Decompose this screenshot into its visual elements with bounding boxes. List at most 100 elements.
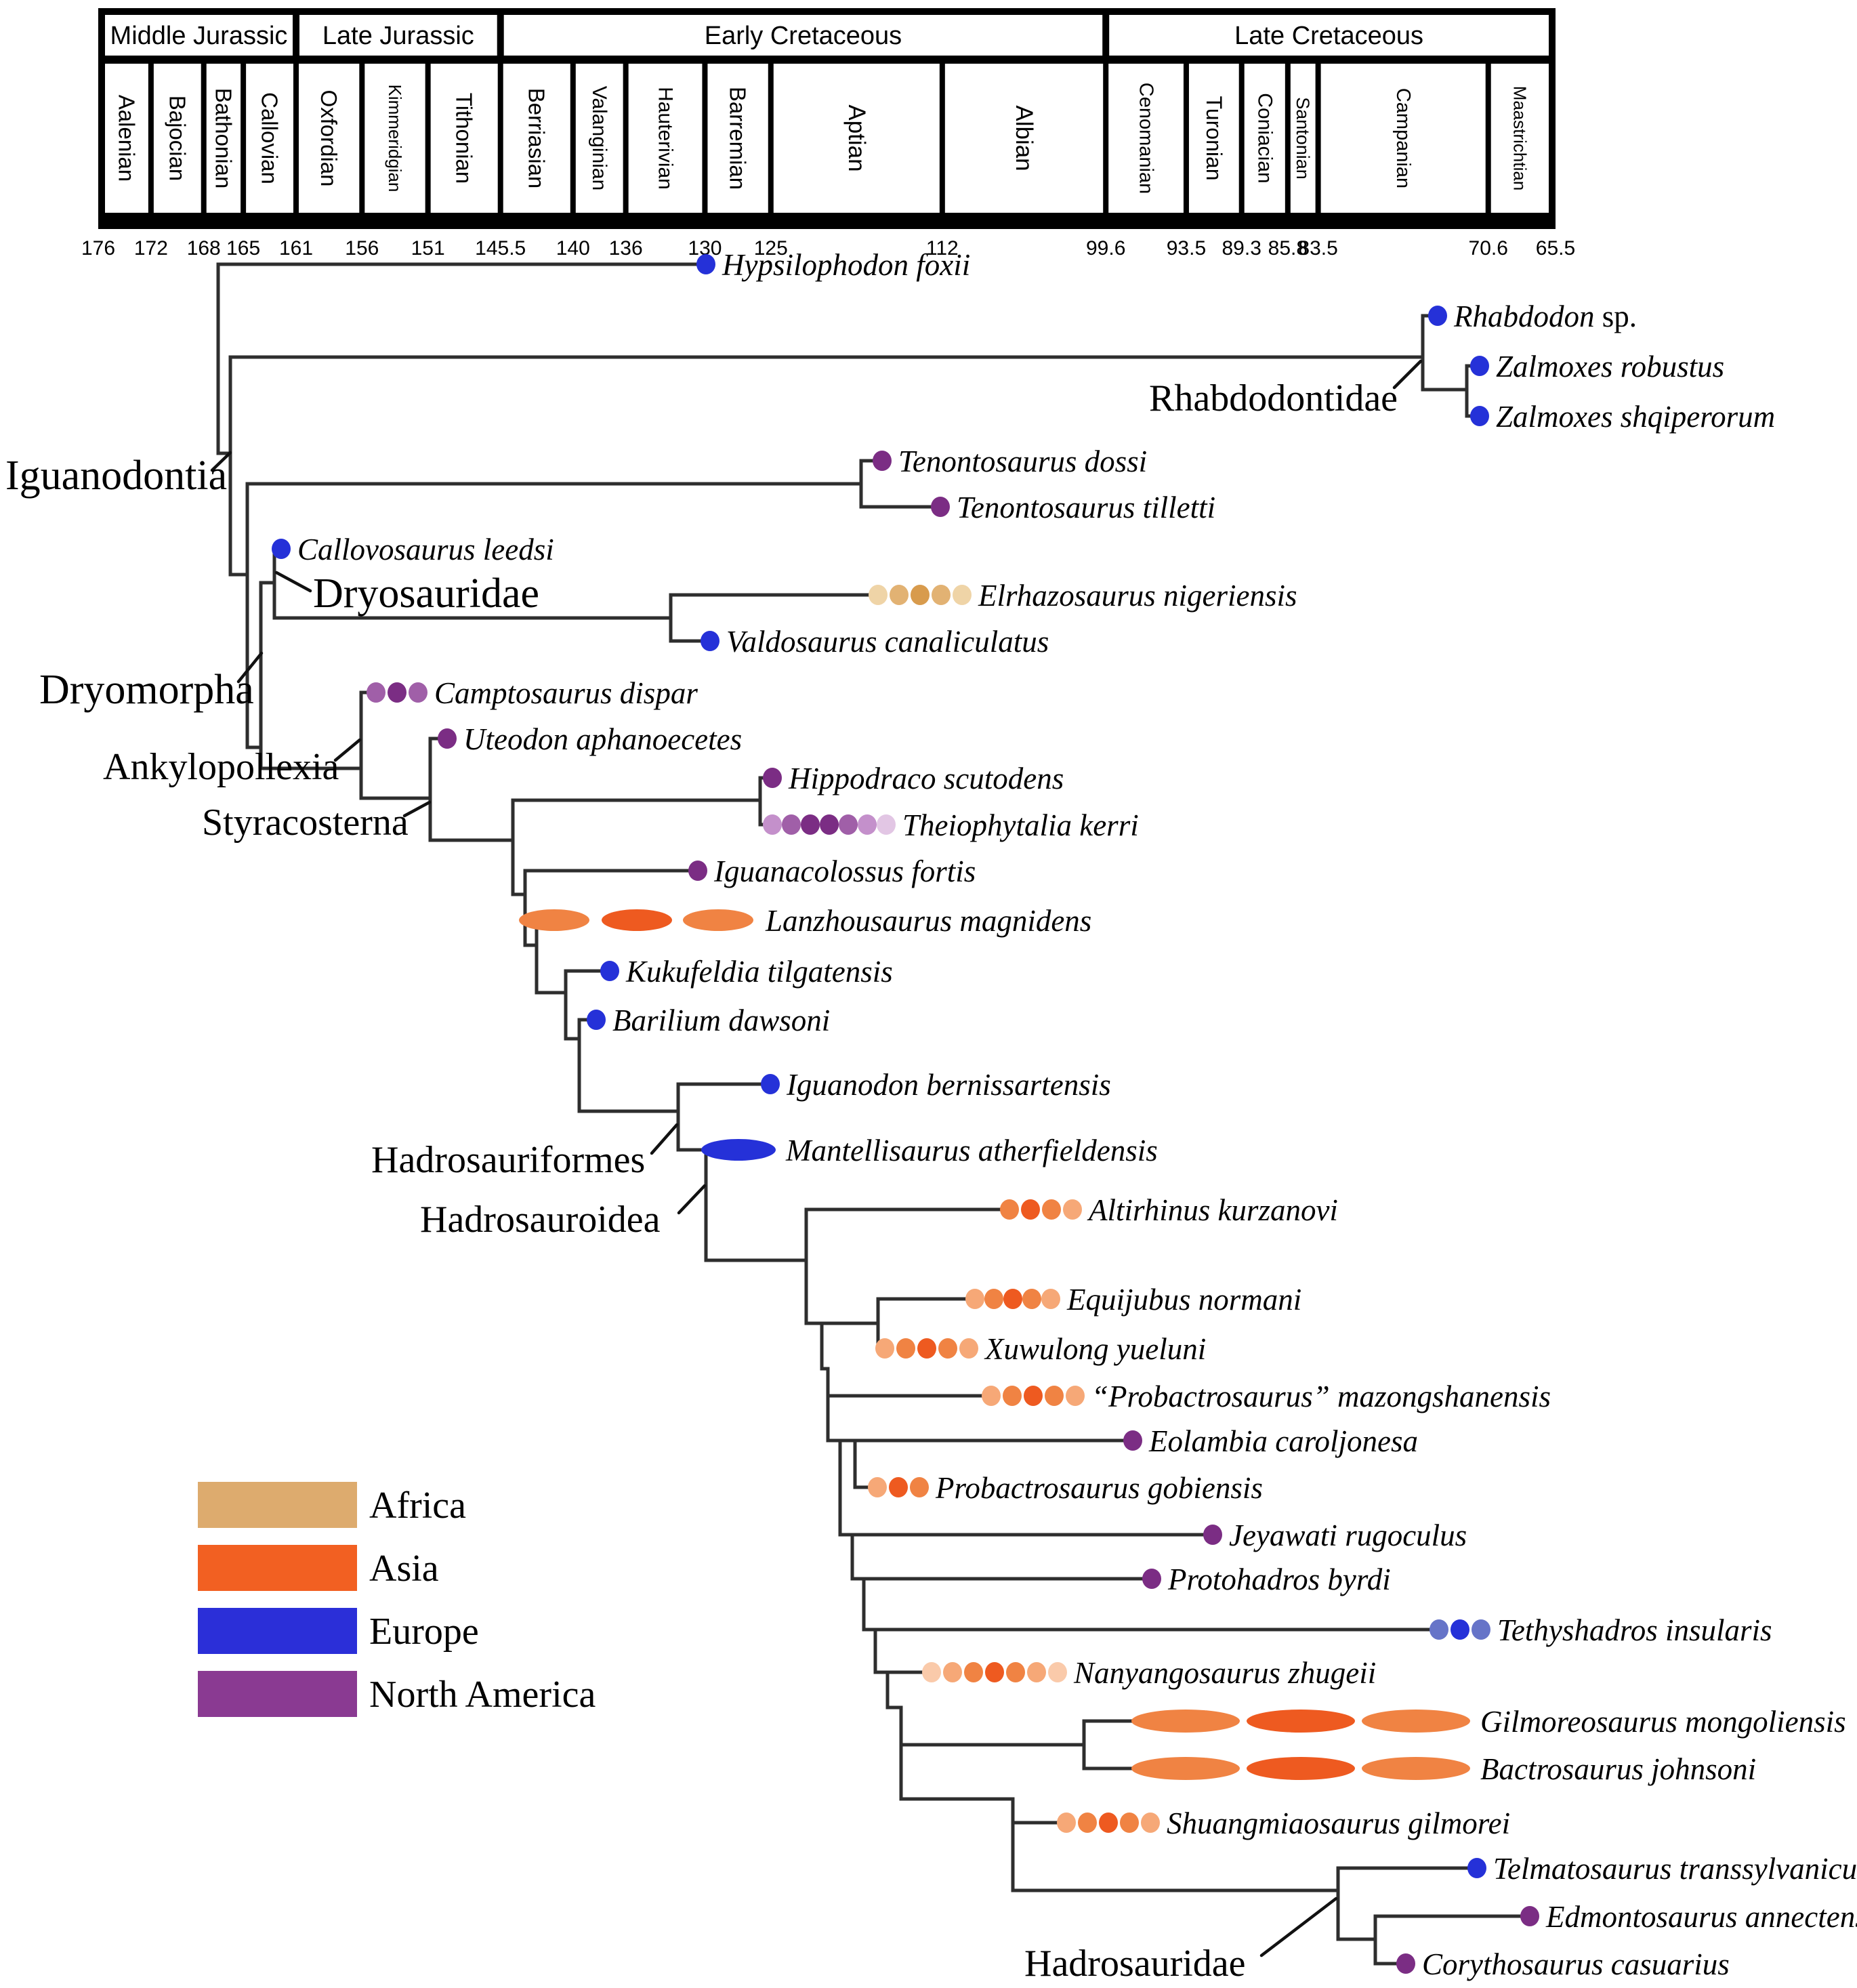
occurrence-dot [600, 961, 619, 981]
occurrence-dot [965, 1289, 984, 1309]
occurrence-dot [1470, 406, 1489, 426]
axis-tick-label: 99.6 [1086, 237, 1125, 260]
occurrence-dot [801, 814, 820, 835]
stage-label: Bathonian [211, 88, 236, 189]
taxon-label: Barilium dawsoni [612, 1003, 830, 1037]
occurrence-dot [1045, 1386, 1064, 1406]
occurrence-dot [1142, 1569, 1161, 1589]
occurrence-dot [959, 1338, 978, 1359]
taxon-label: Zalmoxes robustus [1496, 350, 1724, 384]
occurrence-dot [890, 585, 909, 605]
axis-tick-label: 85.8 [1268, 237, 1308, 260]
occurrence-dot [820, 814, 839, 835]
stage-cell [298, 64, 360, 213]
legend-swatch [198, 1608, 357, 1654]
epoch-cell [299, 15, 497, 56]
taxon-label: Bactrosaurus johnsoni [1480, 1752, 1756, 1786]
taxon-label: Valdosaurus canaliculatus [726, 625, 1049, 659]
clade-leader-line [650, 1123, 679, 1155]
occurrence-dot [1003, 1386, 1022, 1406]
axis-tick-label: 145.5 [475, 237, 526, 260]
taxon-label: Equijubus normani [1066, 1283, 1301, 1317]
taxon-label: Telmatosaurus transsylvanicus [1493, 1852, 1857, 1886]
stage-cell [944, 64, 1104, 213]
clade-label: Dryosauridae [313, 571, 539, 617]
occurrence-dot [1141, 1813, 1160, 1833]
stage-cell [503, 64, 570, 213]
epoch-cell [503, 15, 1103, 56]
taxon-label: Gilmoreosaurus mongoliensis [1480, 1705, 1846, 1739]
clade-leader-line [333, 738, 362, 762]
clade-label: Iguanodontia [5, 453, 227, 499]
occurrence-dot [932, 585, 951, 605]
stage-label: Aptian [843, 104, 870, 171]
taxon-label: Tenontosaurus tilletti [957, 491, 1215, 524]
taxon-label: Hippodraco scutodens [788, 762, 1064, 795]
clade-leader-line [1259, 1897, 1338, 1958]
stage-cell [246, 64, 293, 213]
taxon-label: Camptosaurus dispar [434, 676, 698, 710]
axis-tick-label: 125 [754, 237, 788, 260]
taxon-label: Theiophytalia kerri [902, 808, 1139, 842]
taxon-label: Elrhazosaurus nigeriensis [978, 579, 1297, 613]
stage-label: Campanian [1392, 88, 1414, 188]
stage-label: Valanginian [588, 86, 610, 191]
taxon-label: Callovosaurus leedsi [297, 533, 554, 566]
taxon-label: Nanyangosaurus zhugeii [1073, 1656, 1376, 1690]
occurrence-dot [1430, 1619, 1448, 1640]
occurrence-range-ellipse [1247, 1710, 1355, 1733]
occurrence-dot [701, 631, 719, 651]
clade-leader-line [402, 800, 432, 818]
taxon-label: “Probactrosaurus” mazongshanensis [1091, 1380, 1551, 1413]
stage-label: Berriasian [524, 88, 549, 189]
stage-cell [1490, 64, 1549, 213]
stage-label: Kimmeridgian [385, 85, 405, 192]
stage-label: Maastrichtian [1509, 86, 1530, 191]
occurrence-range-ellipse [519, 909, 589, 931]
taxon-label: Protohadros byrdi [1167, 1562, 1391, 1596]
legend-swatch [198, 1671, 357, 1717]
epoch-cell [105, 15, 293, 56]
stage-cell [430, 64, 498, 213]
occurrence-dot [688, 861, 707, 881]
axis-tick-label: 89.3 [1222, 237, 1261, 260]
occurrence-dot [1467, 1858, 1486, 1878]
occurrence-dot [911, 585, 930, 605]
occurrence-dot [896, 1338, 915, 1359]
occurrence-dot [953, 585, 972, 605]
axis-tick-label: 70.6 [1469, 237, 1508, 260]
occurrence-dot [889, 1477, 908, 1497]
taxon-label: Mantellisaurus atherfieldensis [785, 1134, 1158, 1167]
taxon-label: Iguanodon bernissartensis [786, 1068, 1111, 1102]
epoch-label: Early Cretaceous [705, 22, 902, 50]
occurrence-dot [1470, 356, 1489, 376]
occurrence-dot [1451, 1619, 1469, 1640]
occurrence-dot [1120, 1813, 1139, 1833]
clade-label: Hadrosauridae [1024, 1943, 1246, 1985]
taxon-label: Corythosaurus casuarius [1422, 1947, 1730, 1981]
stage-label: Tithonian [452, 93, 477, 184]
stage-cell [364, 64, 425, 213]
clade-labels: Iguanodontia Rhabdodontidae Dryosauridae Dr… [5, 377, 1398, 1985]
taxon-label: Probactrosaurus gobiensis [935, 1471, 1263, 1505]
occurrence-dot [985, 1662, 1004, 1682]
stage-label: Bajocian [165, 96, 190, 182]
taxon-label: Xuwulong yueluni [984, 1332, 1206, 1366]
legend-swatch [198, 1545, 357, 1591]
stage-cell [105, 64, 148, 213]
occurrence-dot [877, 814, 896, 835]
occurrence-range-ellipse [1131, 1710, 1240, 1733]
taxon-labels: Hypsilophodon foxii Rhabdodon sp. Zalmoxes… [297, 248, 1857, 1981]
stage-cell [206, 64, 241, 213]
taxon-label: Uteodon aphanoecetes [463, 722, 742, 756]
occurrence-dot [839, 814, 858, 835]
taxon-label: Altirhinus kurzanovi [1087, 1193, 1338, 1227]
stage-cell [1188, 64, 1239, 213]
occurrence-dot [1027, 1662, 1046, 1682]
stage-cell [707, 64, 768, 213]
axis-tick-label: 176 [81, 237, 115, 260]
occurrence-dot [409, 682, 427, 703]
taxon-label: Kukufeldia tilgatensis [625, 955, 893, 989]
occurrence-dot [964, 1662, 983, 1682]
axis-tick-label: 161 [279, 237, 313, 260]
